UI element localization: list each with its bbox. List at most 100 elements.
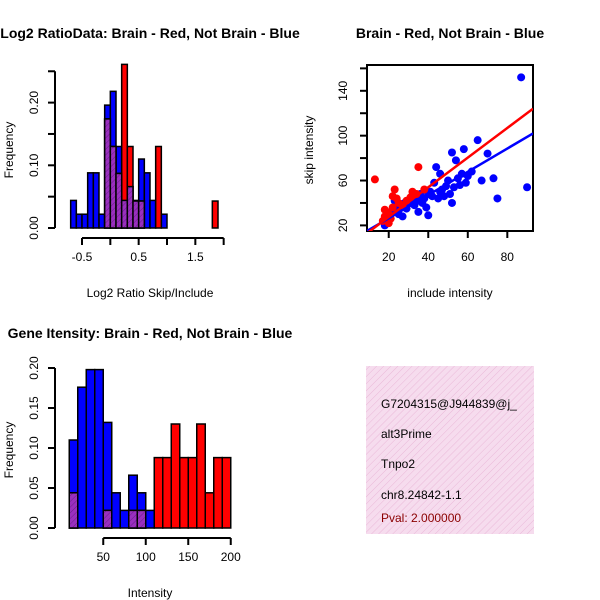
- scatter-point-blue: [459, 145, 468, 154]
- intensity-histogram-xlabel: Intensity: [128, 586, 173, 600]
- ratio-hist-overlap-hatch: [109, 145, 117, 229]
- ratio-hist-blue-bar: [149, 199, 157, 229]
- ratio-hist-blue-bar: [160, 213, 168, 229]
- scatter-point-red: [380, 205, 389, 214]
- ratio-hist-overlap-hatch: [115, 172, 123, 229]
- scatter-y-tick-label: 140: [336, 80, 350, 100]
- scatter-point-blue: [451, 156, 460, 165]
- info-event-type: alt3Prime: [381, 427, 432, 441]
- intensity-hist-overlap-hatch: [102, 509, 113, 529]
- intensity-hist-red-bar: [187, 456, 198, 529]
- ratio-hist-blue-bar: [98, 213, 106, 229]
- scatter-x-tick-label: 40: [422, 250, 436, 264]
- ratio-hist-red-bar: [154, 145, 163, 229]
- intensity-hist-blue-bar: [77, 386, 87, 529]
- scatter-point-blue: [477, 176, 486, 185]
- ratio-hist-overlap-hatch: [137, 200, 146, 229]
- ratio-hist-blue-bar: [75, 213, 83, 229]
- intensity-histogram: Gene Itensity: Brain - Red, Not Brain - …: [2, 325, 293, 600]
- intensity-scatter-ylabel: skip intensity: [302, 116, 316, 185]
- ratio-hist-x-tick-label: 0.5: [130, 250, 147, 264]
- ratio-hist-y-tick-label: 0.20: [27, 91, 41, 115]
- intensity-hist-red-bar: [213, 456, 223, 529]
- ratio-hist-blue-bar: [143, 172, 151, 229]
- intensity-hist-y-tick-label: 0.05: [27, 476, 41, 500]
- scatter-marks: [367, 73, 533, 231]
- intensity-hist-blue-bar: [85, 368, 96, 529]
- ratio-hist-overlap-hatch: [103, 118, 112, 229]
- scatter-y-tick-label: 20: [336, 218, 350, 232]
- intensity-scatter-title: Brain - Red, Not Brain - Blue: [356, 25, 544, 41]
- scatter-point-blue: [447, 148, 456, 157]
- intensity-hist-x-tick-label: 50: [97, 550, 111, 564]
- ratio-hist-overlap-hatch: [126, 185, 134, 229]
- ratio-hist-overlap-hatch: [120, 199, 129, 229]
- info-box: G7204315@J944839@j_ alt3Prime Tnpo2 chr8…: [366, 366, 534, 534]
- scatter-point-blue: [446, 189, 454, 198]
- intensity-histogram-title: Gene Itensity: Brain - Red, Not Brain - …: [8, 325, 293, 341]
- intensity-hist-red-bar: [179, 456, 189, 529]
- intensity-hist-y-tick-label: 0.00: [27, 516, 41, 540]
- intensity-hist-red-bar: [196, 423, 206, 529]
- ratio-hist-x-tick-label: -0.5: [72, 250, 93, 264]
- intensity-hist-red-bar: [170, 423, 181, 529]
- scatter-point-red: [414, 163, 423, 172]
- info-probe-id: G7204315@J944839@j_: [381, 397, 517, 411]
- intensity-hist-overlap-hatch: [136, 509, 147, 529]
- intensity-histogram-axes: 50 100 150 200 0.00 0.05 0.10 0.15 0.20: [27, 356, 241, 564]
- info-pval: Pval: 2.000000: [381, 511, 461, 525]
- ratio-hist-y-tick-label: 0.10: [27, 153, 41, 177]
- intensity-histogram-bars: [68, 368, 232, 529]
- intensity-hist-y-tick-label: 0.20: [27, 356, 41, 380]
- intensity-hist-blue-bar: [145, 509, 155, 529]
- ratio-histogram-xlabel: Log2 Ratio Skip/Include: [87, 286, 214, 300]
- ratio-hist-blue-bar: [81, 213, 89, 229]
- intensity-scatter: Brain - Red, Not Brain - Blue 20 40 60 8020…: [302, 25, 544, 300]
- scatter-point-blue: [422, 203, 431, 212]
- ratio-histogram-ylabel: Frequency: [2, 122, 16, 179]
- scatter-point-red: [390, 185, 399, 194]
- ratio-histogram: Log2 RatioData: Brain - Red, Not Brain -…: [0, 25, 300, 300]
- scatter-y-tick-label: 100: [336, 125, 350, 145]
- scatter-point-blue: [414, 207, 423, 216]
- intensity-hist-x-tick-label: 200: [221, 550, 241, 564]
- ratio-hist-blue-bar: [92, 172, 100, 229]
- ratio-hist-blue-bar: [86, 172, 95, 229]
- intensity-hist-y-tick-label: 0.10: [27, 436, 41, 460]
- intensity-hist-y-tick-label: 0.15: [27, 396, 41, 420]
- scatter-point-blue: [517, 73, 526, 82]
- scatter-point-red: [384, 219, 393, 228]
- scatter-point-blue: [493, 194, 502, 203]
- scatter-point-blue: [489, 174, 498, 183]
- scatter-x-tick-label: 80: [501, 250, 515, 264]
- scatter-x-tick-label: 20: [382, 250, 396, 264]
- scatter-fit-line-red: [367, 107, 533, 231]
- ratio-hist-overlap-hatch: [132, 200, 140, 229]
- scatter-point-red: [388, 203, 397, 212]
- intensity-hist-red-bar: [162, 456, 172, 529]
- ratio-histogram-title: Log2 RatioData: Brain - Red, Not Brain -…: [0, 25, 300, 41]
- intensity-hist-x-tick-label: 150: [178, 550, 198, 564]
- ratio-histogram-axes: -0.5 0.5 1.5 0.00 0.10 0.20: [27, 70, 225, 264]
- ratio-hist-y-tick-label: 0.00: [27, 216, 41, 240]
- scatter-point-blue: [461, 178, 470, 187]
- scatter-y-tick-label: 60: [336, 174, 350, 188]
- scatter-point-blue: [398, 212, 407, 221]
- scatter-frame: [366, 64, 534, 232]
- intensity-hist-blue-bar: [94, 368, 104, 529]
- intensity-hist-red-bar: [153, 456, 164, 529]
- scatter-point-blue: [523, 183, 532, 192]
- ratio-hist-blue-bar: [69, 199, 78, 229]
- intensity-scatter-plot: 20 40 60 80 20 60 100 140: [336, 64, 534, 264]
- scatter-x-tick-label: 60: [461, 250, 475, 264]
- info-box-background: [366, 366, 534, 534]
- intensity-hist-red-bar: [204, 492, 215, 529]
- info-location: chr8.24842-1.1: [381, 488, 462, 502]
- ratio-histogram-bars: [69, 63, 219, 229]
- intensity-hist-x-tick-label: 100: [136, 550, 156, 564]
- intensity-hist-red-bar: [221, 456, 232, 529]
- info-gene-name: Tnpo2: [381, 457, 415, 471]
- intensity-hist-blue-bar: [111, 492, 121, 529]
- intensity-scatter-xlabel: include intensity: [407, 286, 492, 300]
